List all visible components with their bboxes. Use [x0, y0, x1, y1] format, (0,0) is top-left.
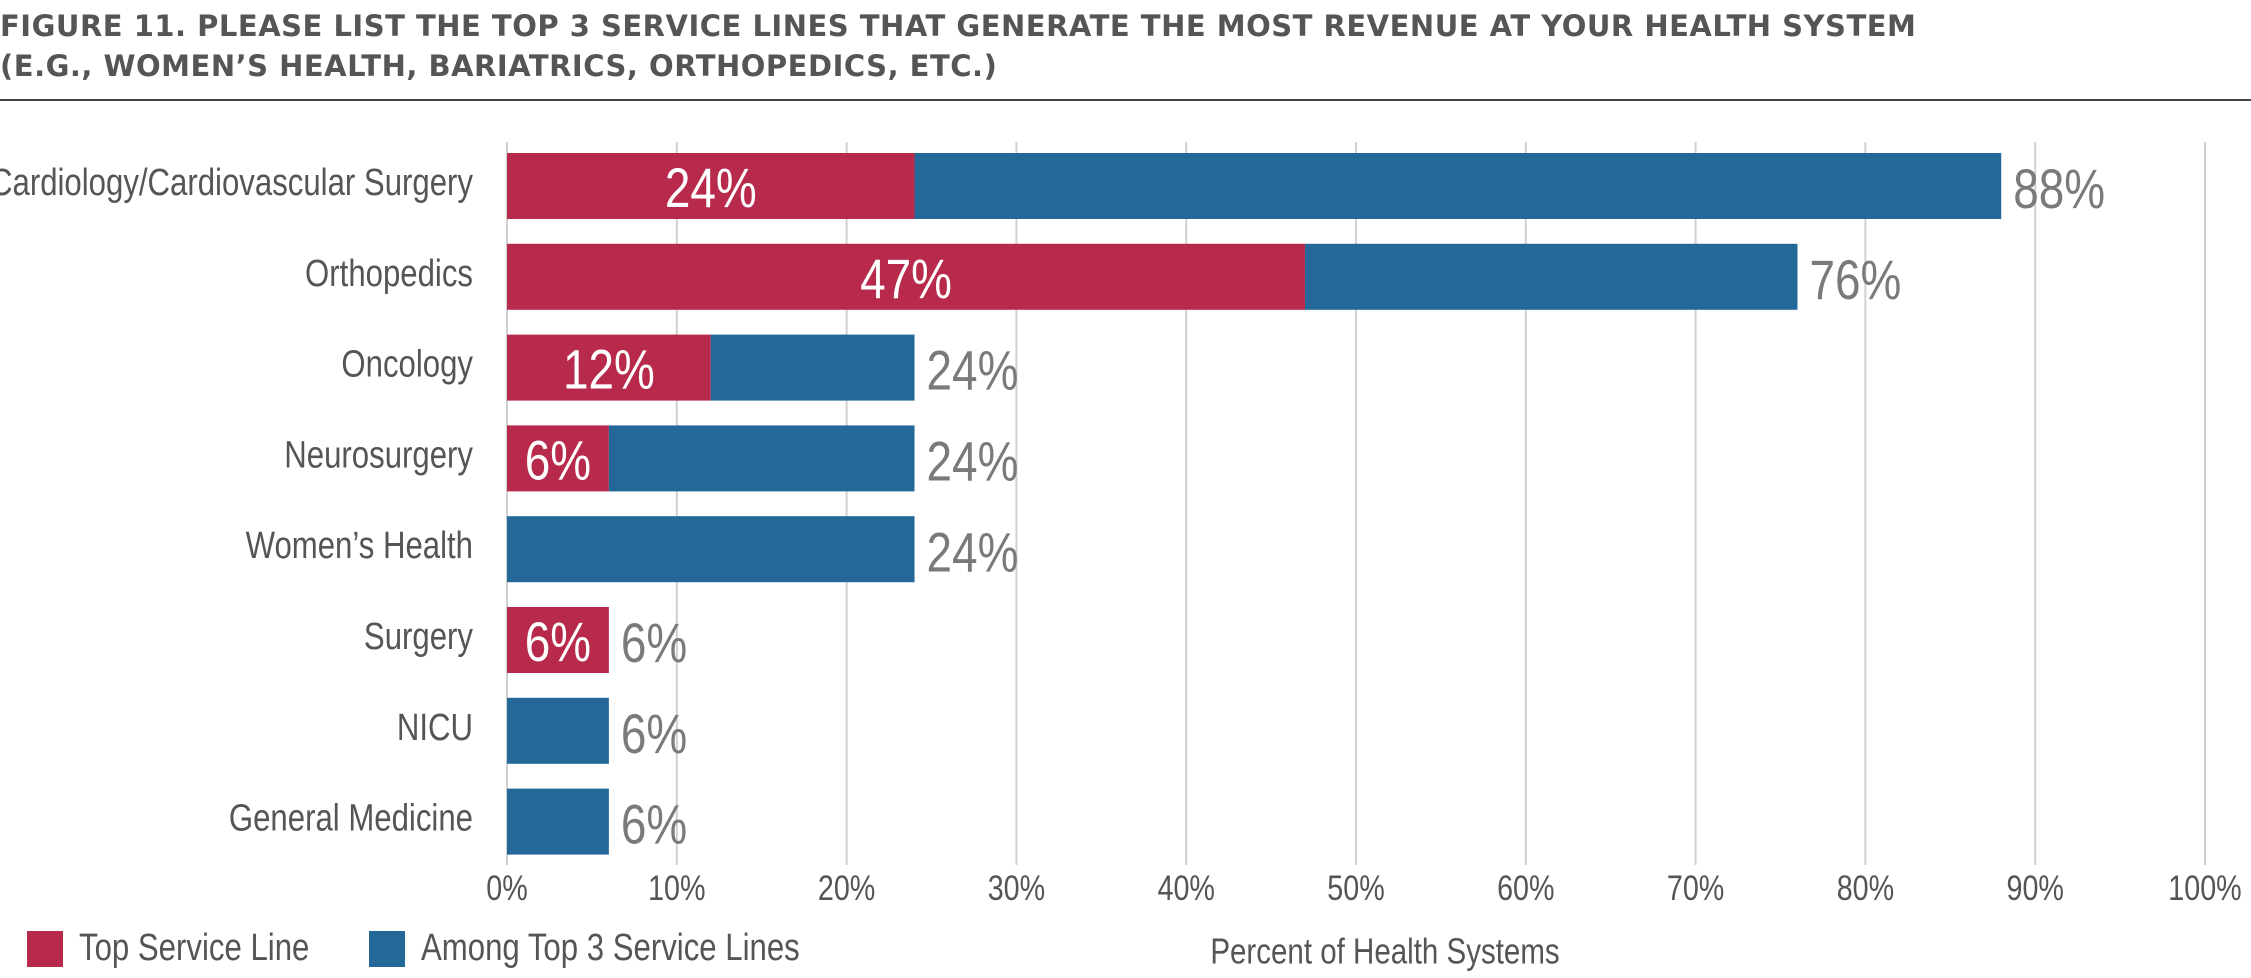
- bar-among-top-3-oncology: [710, 334, 915, 401]
- legend-swatch-top-service-line: [27, 931, 63, 967]
- segment-label-surgery-group: 6%: [525, 611, 591, 673]
- segment-label-cardiology-cardiovascular-surgery: 24%: [665, 157, 757, 219]
- x-tick-label-30: 30%: [988, 868, 1045, 907]
- x-tick-label-0-group: 0%: [486, 868, 527, 907]
- total-label-neurosurgery-group: 24%: [927, 430, 1019, 492]
- category-label-neurosurgery-group: Neurosurgery: [284, 435, 473, 477]
- segment-label-surgery: 6%: [525, 611, 591, 673]
- total-label-cardiology-cardiovascular-surgery: 88%: [2013, 158, 2105, 220]
- legend-label-top-service-line: Top Service Line: [79, 927, 310, 969]
- category-label-general-medicine: General Medicine: [229, 798, 473, 840]
- segment-label-neurosurgery: 6%: [525, 429, 591, 491]
- legend-label-among-top-3: Among Top 3 Service Lines: [421, 927, 800, 969]
- total-label-orthopedics-group: 76%: [1809, 249, 1901, 311]
- x-tick-label-10: 10%: [648, 868, 705, 907]
- x-tick-label-80: 80%: [1837, 868, 1894, 907]
- category-label-nicu: NICU: [397, 707, 473, 749]
- total-label-neurosurgery: 24%: [927, 430, 1019, 492]
- x-tick-label-100: 100%: [2168, 868, 2241, 907]
- segment-label-cardiology-cardiovascular-surgery-group: 24%: [665, 157, 757, 219]
- bar-top-service-line-surgery: [507, 607, 609, 673]
- x-tick-label-80-group: 80%: [1837, 868, 1894, 907]
- bar-among-top-3-neurosurgery: [608, 425, 915, 492]
- figure-title-line-2: (E.G., WOMEN’S HEALTH, BARIATRICS, ORTHO…: [0, 49, 998, 83]
- category-label-orthopedics: Orthopedics: [305, 253, 473, 295]
- x-tick-label-20-group: 20%: [818, 868, 875, 907]
- category-label-neurosurgery: Neurosurgery: [284, 435, 473, 477]
- bar-among-top-3-orthopedics: [1305, 243, 1798, 310]
- x-tick-label-70-group: 70%: [1667, 868, 1724, 907]
- x-tick-label-30-group: 30%: [988, 868, 1045, 907]
- bar-top-service-line-oncology: [507, 334, 711, 401]
- category-label-nicu-group: NICU: [397, 707, 473, 749]
- category-label-oncology-group: Oncology: [341, 344, 473, 386]
- total-label-cardiology-cardiovascular-surgery-group: 88%: [2013, 158, 2105, 220]
- bar-among-top-3-general-medicine: [507, 788, 609, 855]
- title-divider: [0, 99, 2251, 101]
- figure-title: FIGURE 11. PLEASE LIST THE TOP 3 SERVICE…: [0, 6, 2240, 86]
- total-label-nicu-group: 6%: [621, 703, 687, 765]
- total-label-general-medicine: 6%: [621, 793, 687, 855]
- bar-top-service-line-neurosurgery: [507, 425, 609, 492]
- bar-among-top-3-nicu: [507, 697, 609, 764]
- x-tick-label-0: 0%: [486, 868, 527, 907]
- total-label-surgery: 6%: [621, 612, 687, 674]
- category-label-surgery-group: Surgery: [364, 616, 474, 658]
- category-label-oncology: Oncology: [341, 344, 473, 386]
- total-label-general-medicine-group: 6%: [621, 793, 687, 855]
- category-label-general-medicine-group: General Medicine: [229, 798, 473, 840]
- category-label-cardiology-cardiovascular-surgery: Cardiology/Cardiovascular Surgery: [0, 162, 474, 204]
- x-tick-label-20: 20%: [818, 868, 875, 907]
- total-label-nicu: 6%: [621, 703, 687, 765]
- x-tick-label-100-group: 100%: [2168, 868, 2241, 907]
- x-axis-title-group: Percent of Health Systems: [1210, 931, 1559, 971]
- category-label-surgery: Surgery: [364, 616, 474, 658]
- segment-label-orthopedics-group: 47%: [860, 248, 952, 310]
- x-tick-label-50: 50%: [1327, 868, 1384, 907]
- total-label-women-s-health-group: 24%: [927, 521, 1019, 583]
- x-tick-label-60: 60%: [1497, 868, 1554, 907]
- bar-top-service-line-cardiology-cardiovascular-surgery: [507, 153, 915, 219]
- x-tick-label-90: 90%: [2006, 868, 2063, 907]
- axes: 0% 10% 20% 30% 40% 50% 60% 70% 80% 90% 100% Percent…: [0, 162, 2242, 971]
- category-label-women-s-health: Women’s Health: [246, 525, 473, 567]
- bar-among-top-3-women-s-health: [507, 516, 915, 583]
- legend-swatch-among-top-3: [369, 931, 405, 967]
- total-label-surgery-group: 6%: [621, 612, 687, 674]
- segment-label-orthopedics: 47%: [860, 248, 952, 310]
- bars: [507, 153, 2002, 855]
- category-label-women-s-health-group: Women’s Health: [246, 525, 473, 567]
- total-label-oncology-group: 24%: [927, 339, 1019, 401]
- segment-label-oncology: 12%: [563, 338, 655, 400]
- total-label-oncology: 24%: [927, 339, 1019, 401]
- total-label-orthopedics: 76%: [1809, 249, 1901, 311]
- x-tick-label-90-group: 90%: [2006, 868, 2063, 907]
- category-label-orthopedics-group: Orthopedics: [305, 253, 473, 295]
- segment-label-neurosurgery-group: 6%: [525, 429, 591, 491]
- total-label-women-s-health: 24%: [927, 521, 1019, 583]
- segment-label-oncology-group: 12%: [563, 338, 655, 400]
- bar-among-top-3-cardiology-cardiovascular-surgery: [914, 153, 2002, 219]
- x-axis-title: Percent of Health Systems: [1210, 931, 1559, 971]
- x-tick-label-50-group: 50%: [1327, 868, 1384, 907]
- data-labels: 24% 88% 47% 76% 12% 24% 6% 24% 24% 6% 6% 6% 6%: [525, 157, 2105, 856]
- category-label-cardiology-cardiovascular-surgery-group: Cardiology/Cardiovascular Surgery: [0, 162, 474, 204]
- bar-top-service-line-orthopedics: [507, 243, 1306, 310]
- figure-title-line-1: FIGURE 11. PLEASE LIST THE TOP 3 SERVICE…: [0, 9, 1917, 43]
- x-tick-label-70: 70%: [1667, 868, 1724, 907]
- x-tick-label-40-group: 40%: [1157, 868, 1214, 907]
- x-tick-label-60-group: 60%: [1497, 868, 1554, 907]
- x-tick-label-40: 40%: [1157, 868, 1214, 907]
- x-tick-label-10-group: 10%: [648, 868, 705, 907]
